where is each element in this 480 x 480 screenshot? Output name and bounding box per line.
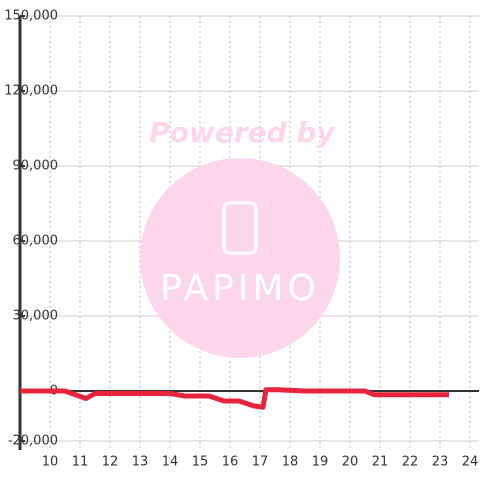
x-tick-label: 12 (102, 455, 119, 470)
x-tick-label: 20 (342, 455, 359, 470)
x-tick-label: 15 (192, 455, 209, 470)
watermark-circle (140, 158, 340, 358)
x-tick-label: 21 (372, 455, 389, 470)
x-tick-label: 24 (462, 455, 479, 470)
x-tick-label: 11 (72, 455, 89, 470)
x-tick-label: 14 (162, 455, 179, 470)
x-tick-label: 19 (312, 455, 329, 470)
y-tick-label: 60,000 (13, 234, 59, 249)
data-line (20, 387, 449, 410)
y-tick-label: 120,000 (4, 84, 58, 99)
y-tick-label: 150,000 (4, 9, 58, 24)
y-tick-label: -20,000 (8, 434, 58, 449)
y-tick-label: 30,000 (13, 309, 59, 324)
watermark-text: Powered by (149, 116, 336, 149)
y-tick-label: 90,000 (13, 159, 59, 174)
watermark-icon (222, 201, 258, 255)
x-tick-label: 23 (432, 455, 449, 470)
watermark-logo: PAPIMO (160, 268, 320, 309)
x-tick-label: 17 (252, 455, 269, 470)
x-tick-label: 13 (132, 455, 149, 470)
x-tick-label: 16 (222, 455, 239, 470)
x-tick-label: 10 (42, 455, 59, 470)
x-tick-label: 18 (282, 455, 299, 470)
x-tick-label: 22 (402, 455, 419, 470)
